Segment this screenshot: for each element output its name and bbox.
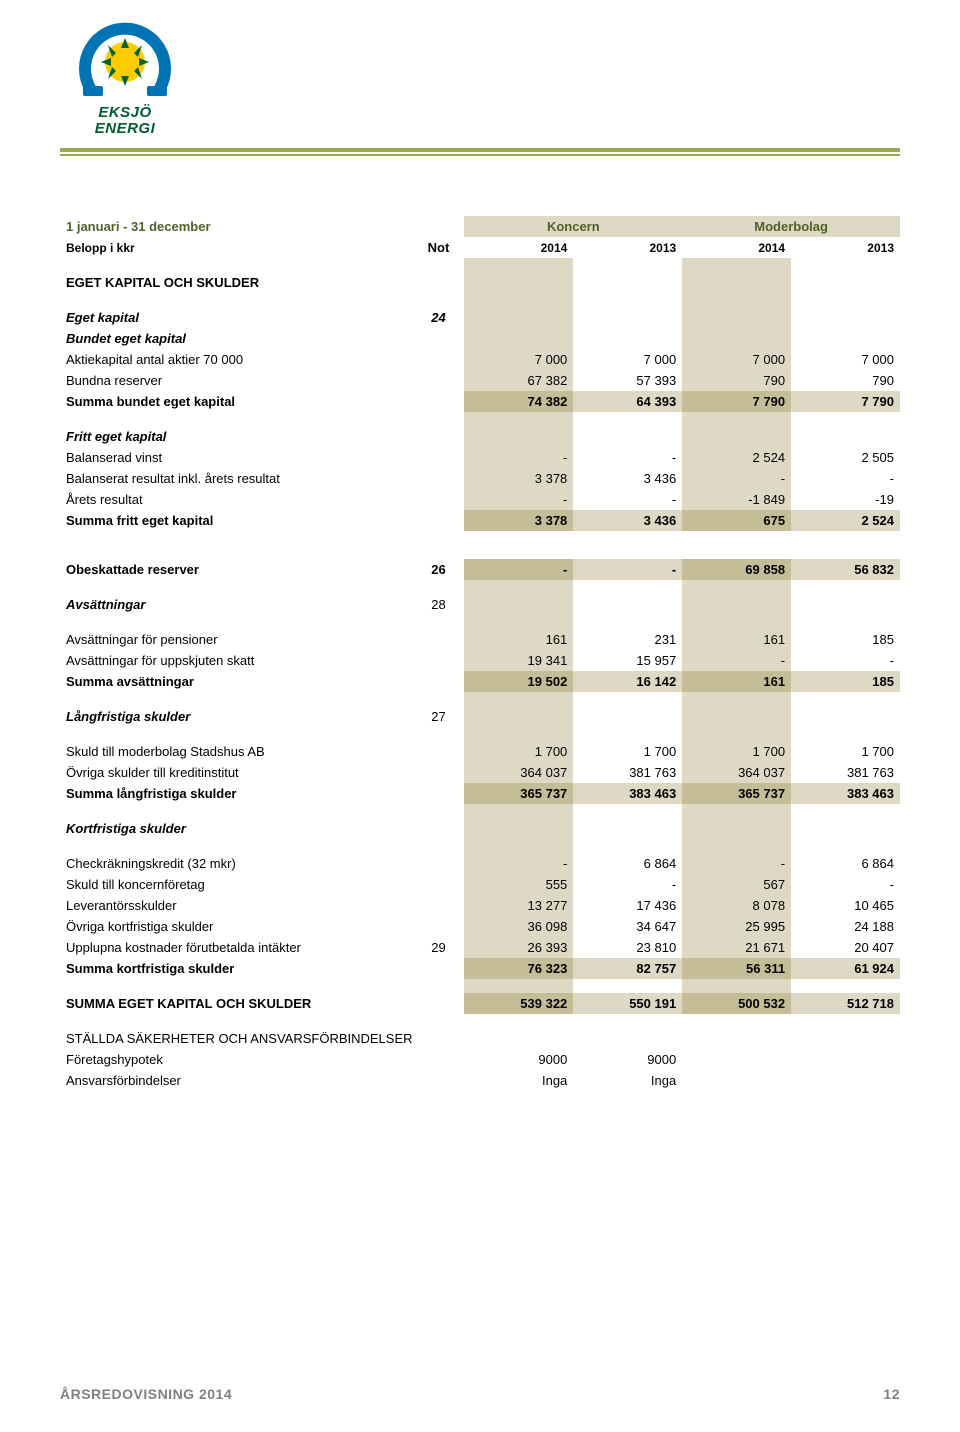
sum-row: Summa kortfristiga skulder 76 323 82 757…	[60, 958, 900, 979]
logo-text: EKSJÖ ENERGI	[60, 105, 190, 137]
table-row: Övriga kortfristiga skulder 36 098 34 64…	[60, 916, 900, 937]
sum-row: Summa avsättningar 19 502 16 142 161 185	[60, 671, 900, 692]
parent-header: Moderbolag	[682, 216, 900, 237]
subsection: Kortfristiga skulder	[60, 818, 900, 839]
sum-row: Summa bundet eget kapital 74 382 64 393 …	[60, 391, 900, 412]
table-row: Ansvarsförbindelser Inga Inga	[60, 1070, 900, 1091]
logo: EKSJÖ ENERGI	[60, 18, 190, 137]
table-row: Skuld till koncernföretag 555 - 567 -	[60, 874, 900, 895]
section-title: EGET KAPITAL OCH SKULDER	[60, 272, 900, 293]
subsection: Långfristiga skulder 27	[60, 706, 900, 727]
page-footer: ÅRSREDOVISNING 2014 12	[60, 1386, 900, 1402]
table-row: Leverantörsskulder 13 277 17 436 8 078 1…	[60, 895, 900, 916]
table-header-row: 1 januari - 31 december Koncern Moderbol…	[60, 216, 900, 237]
subsection: Eget kapital 24	[60, 307, 900, 328]
financial-table: 1 januari - 31 december Koncern Moderbol…	[60, 216, 900, 1091]
section-title-text: STÄLLDA SÄKERHETER OCH ANSVARSFÖRBINDELS…	[60, 1028, 900, 1049]
table: 1 januari - 31 december Koncern Moderbol…	[60, 216, 900, 1091]
table-row: Aktiekapital antal aktier 70 000 7 000 7…	[60, 349, 900, 370]
subsection-label: Långfristiga skulder	[60, 706, 413, 727]
table-row: STÄLLDA SÄKERHETER OCH ANSVARSFÖRBINDELS…	[60, 1028, 900, 1049]
note-ref: 28	[413, 594, 465, 615]
sum-row: Summa långfristiga skulder 365 737 383 4…	[60, 783, 900, 804]
subsection-label: Eget kapital	[60, 307, 413, 328]
page: EKSJÖ ENERGI 1 januari - 31 december Kon…	[0, 0, 960, 1432]
table-header-row: Belopp i kkr Not 2014 2013 2014 2013	[60, 237, 900, 258]
belopp-label: Belopp i kkr	[60, 237, 413, 258]
group-header: Koncern	[464, 216, 682, 237]
year-col: 2013	[791, 237, 900, 258]
note-ref: 24	[413, 307, 465, 328]
footer-title: ÅRSREDOVISNING 2014	[60, 1386, 232, 1402]
table-row: Upplupna kostnader förutbetalda intäkter…	[60, 937, 900, 958]
footer-page: 12	[883, 1386, 900, 1402]
year-col: 2014	[682, 237, 791, 258]
note-ref: 29	[413, 937, 465, 958]
subsection-label: Fritt eget kapital	[60, 426, 413, 447]
logo-line2: ENERGI	[60, 121, 190, 137]
header-rule	[60, 148, 900, 156]
subsection-label: Kortfristiga skulder	[60, 818, 413, 839]
section-title-text: EGET KAPITAL OCH SKULDER	[60, 272, 413, 293]
table-row: Avsättningar för pensioner 161 231 161 1…	[60, 629, 900, 650]
year-col: 2013	[573, 237, 682, 258]
subsection-label: Bundet eget kapital	[60, 328, 413, 349]
period-label: 1 januari - 31 december	[60, 216, 413, 237]
table-row: Skuld till moderbolag Stadshus AB 1 700 …	[60, 741, 900, 762]
table-row: Årets resultat - - -1 849 -19	[60, 489, 900, 510]
table-row: Balanserad vinst - - 2 524 2 505	[60, 447, 900, 468]
table-row: Avsättningar för uppskjuten skatt 19 341…	[60, 650, 900, 671]
logo-mark-icon	[75, 18, 175, 103]
note-ref: 27	[413, 706, 465, 727]
year-col: 2014	[464, 237, 573, 258]
subsection: Avsättningar 28	[60, 594, 900, 615]
logo-line1: EKSJÖ	[60, 105, 190, 121]
table-row: Företagshypotek 9000 9000	[60, 1049, 900, 1070]
sum-row: Summa fritt eget kapital 3 378 3 436 675…	[60, 510, 900, 531]
table-row: Checkräkningskredit (32 mkr) - 6 864 - 6…	[60, 853, 900, 874]
note-ref: 26	[413, 559, 465, 580]
not-header: Not	[413, 237, 465, 258]
subsection: Bundet eget kapital	[60, 328, 900, 349]
subsection: Fritt eget kapital	[60, 426, 900, 447]
table-row: Balanserat resultat inkl. årets resultat…	[60, 468, 900, 489]
subsection-label: Avsättningar	[60, 594, 413, 615]
table-row: Bundna reserver 67 382 57 393 790 790	[60, 370, 900, 391]
table-row: Obeskattade reserver 26 - - 69 858 56 83…	[60, 559, 900, 580]
grand-total-row: SUMMA EGET KAPITAL OCH SKULDER 539 322 5…	[60, 993, 900, 1014]
table-row: Övriga skulder till kreditinstitut 364 0…	[60, 762, 900, 783]
